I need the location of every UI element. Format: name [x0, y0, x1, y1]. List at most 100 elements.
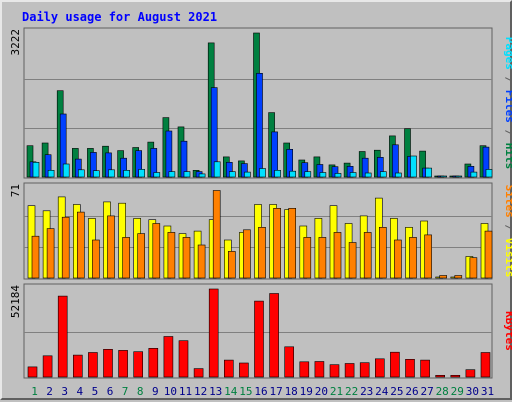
legend-entry: KBytes: [503, 311, 512, 351]
kbytes-bar: [178, 340, 189, 378]
x-tick-label: 19: [300, 385, 313, 398]
x-tick-label: 8: [137, 385, 144, 398]
x-tick-label: 14: [224, 385, 238, 398]
x-tick-label: 6: [107, 385, 114, 398]
pages-bar: [93, 170, 100, 178]
sites-bar: [167, 232, 176, 279]
pages-bar: [440, 175, 448, 178]
x-tick-label: 30: [466, 385, 479, 398]
sites-bar: [31, 235, 40, 279]
sites-bar: [46, 228, 55, 279]
x-tick-label: 22: [345, 385, 358, 398]
kbytes-bar: [224, 359, 234, 378]
sites-bar: [61, 216, 70, 279]
files-bar: [256, 73, 263, 178]
kbytes-bar: [405, 358, 415, 378]
y-max-label-visits: 71: [9, 184, 22, 197]
x-tick-label: 28: [436, 385, 449, 398]
pages-bar: [289, 170, 297, 178]
x-tick-label: 24: [375, 385, 389, 398]
pages-bar: [183, 171, 191, 178]
legend-kbytes: KBytes: [503, 311, 512, 351]
pages-bar: [229, 171, 236, 178]
sites-bar: [137, 233, 145, 279]
sites-bar: [273, 208, 281, 279]
x-tick-label: 9: [152, 385, 159, 398]
x-tick-label: 4: [76, 385, 83, 398]
pages-bar: [379, 171, 387, 178]
chart-title: Daily usage for August 2021: [22, 10, 217, 24]
pages-bar: [47, 170, 55, 178]
pages-bar: [259, 168, 266, 178]
x-tick-label: 27: [420, 385, 433, 398]
legend-entry: Visits: [503, 238, 512, 278]
kbytes-bar: [359, 362, 370, 378]
kbytes-bar: [435, 374, 446, 378]
pages-bar: [319, 172, 327, 178]
sites-bar: [77, 211, 85, 279]
legend-entry: Hits: [503, 143, 512, 170]
sites-bar: [484, 230, 493, 279]
kbytes-bar: [329, 364, 340, 378]
kbytes-bar: [42, 355, 53, 378]
x-tick-label: 1: [31, 385, 38, 398]
legend-visits: Sites / Visits: [503, 185, 512, 278]
kbytes-bar: [374, 358, 385, 378]
sites-bar: [424, 234, 432, 279]
kbytes-bar: [193, 368, 204, 378]
kbytes-bar: [27, 366, 38, 378]
sites-bar: [454, 275, 463, 279]
kbytes-bar: [239, 362, 249, 378]
sites-bar: [288, 208, 297, 279]
kbytes-bar: [254, 300, 264, 378]
x-tick-label: 15: [239, 385, 252, 398]
sites-bar: [394, 239, 402, 279]
kbytes-bar: [420, 359, 430, 378]
sites-bar: [197, 244, 206, 279]
sites-bar: [152, 223, 161, 279]
legend-entry: /: [503, 123, 512, 143]
sites-bar: [212, 190, 221, 279]
kbytes-bar: [450, 374, 461, 378]
kbytes-bar: [148, 347, 159, 378]
x-tick-label: 10: [164, 385, 177, 398]
kbytes-bar: [465, 369, 476, 378]
legend-entry: Pages: [503, 37, 512, 70]
y-max-label-kbytes: 52184: [9, 285, 22, 318]
pages-bar: [213, 161, 221, 178]
y-max-label-hits: 3222: [9, 29, 22, 56]
x-tick-label: 5: [92, 385, 99, 398]
sites-bar: [409, 237, 417, 279]
pages-bar: [485, 169, 493, 178]
sites-bar: [363, 232, 372, 279]
x-tick-label: 18: [285, 385, 298, 398]
pages-bar: [425, 167, 432, 178]
pages-bar: [395, 172, 402, 178]
kbytes-bar: [208, 288, 219, 378]
sites-bar: [182, 237, 191, 279]
sites-bar: [228, 251, 236, 279]
x-tick-label: 7: [122, 385, 129, 398]
legend-entry: /: [503, 70, 512, 90]
pages-bar: [62, 163, 70, 178]
pages-bar: [32, 162, 40, 178]
x-tick-label: 25: [390, 385, 403, 398]
x-tick-label: 31: [481, 385, 494, 398]
sites-bar: [348, 242, 357, 279]
x-tick-label: 29: [451, 385, 464, 398]
legend-entry: /: [503, 218, 512, 238]
pages-bar: [138, 169, 145, 178]
x-tick-label: 26: [405, 385, 418, 398]
legend-entry: Sites: [503, 185, 512, 218]
x-tick-label: 11: [179, 385, 192, 398]
kbytes-bar: [103, 348, 113, 378]
kbytes-bar: [480, 352, 491, 378]
x-tick-label: 23: [360, 385, 373, 398]
sites-bar: [122, 237, 130, 279]
legend-hits: Pages / Files / Hits: [503, 37, 512, 170]
x-tick-label: 20: [315, 385, 328, 398]
kbytes-bar: [284, 346, 295, 378]
pages-bar: [334, 173, 342, 178]
